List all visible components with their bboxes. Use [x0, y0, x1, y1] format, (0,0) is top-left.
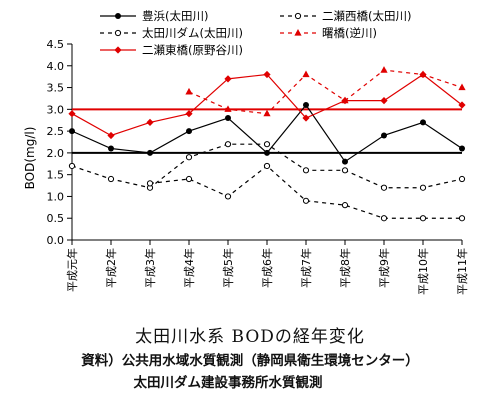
legend-marker	[114, 46, 122, 54]
data-point	[108, 145, 114, 152]
data-point	[302, 167, 310, 174]
y-tick-label: 3.5	[47, 82, 65, 95]
data-point	[341, 167, 349, 174]
data-point	[224, 105, 232, 112]
legend-label: 太田川ダム(太田川)	[142, 26, 243, 40]
data-point	[302, 114, 310, 122]
data-point	[302, 197, 310, 204]
data-point	[458, 101, 466, 109]
y-tick-label: 0.0	[47, 234, 65, 247]
data-point	[419, 215, 427, 222]
data-point	[419, 184, 427, 191]
data-point	[380, 184, 388, 191]
legend-marker	[115, 13, 121, 19]
data-point	[263, 162, 271, 170]
x-tick-label: 平成元年	[65, 248, 79, 292]
data-point	[185, 154, 193, 161]
data-point	[107, 175, 115, 183]
legend-label: 曙橋(逆川)	[322, 26, 377, 40]
data-point	[68, 162, 76, 170]
data-point	[185, 87, 193, 95]
x-tick-label: 平成9年	[377, 248, 391, 288]
series-1	[68, 141, 466, 191]
y-tick-label: 4.5	[47, 38, 65, 51]
data-point	[68, 110, 76, 118]
data-point	[263, 70, 271, 79]
legend-item: 豊浜(太田川)	[100, 9, 208, 23]
chart-series	[68, 66, 466, 222]
legend-label: 豊浜(太田川)	[142, 9, 208, 23]
source-note-2: 太田川ダム建設事務所水質観測	[133, 375, 323, 391]
data-point	[185, 175, 193, 183]
series-2	[146, 162, 466, 222]
data-point	[380, 97, 388, 105]
legend-item: 二瀬東橋(原野谷川)	[100, 43, 243, 57]
data-point	[69, 128, 75, 135]
chart-axes: 0.0 0.5 1.0 1.5 2.0 2.5 3.0 3.5 4.0 4.5 平成元年 平成2年 平成…	[47, 38, 470, 295]
data-point	[342, 158, 348, 165]
y-tick-label: 2.5	[47, 125, 65, 138]
y-tick-label: 2.0	[47, 147, 65, 160]
data-point	[224, 75, 232, 83]
data-point	[302, 70, 310, 78]
x-tick-label: 平成4年	[182, 248, 196, 288]
data-point	[264, 149, 270, 156]
y-tick-label: 0.5	[47, 212, 65, 225]
data-point	[186, 128, 192, 135]
x-tick-label: 平成6年	[260, 248, 274, 288]
y-tick-label: 1.5	[47, 169, 65, 182]
x-tick-label: 平成5年	[221, 248, 235, 288]
data-point	[147, 149, 153, 156]
x-tick-label: 平成8年	[338, 248, 352, 288]
data-point	[341, 202, 349, 209]
data-point	[303, 101, 309, 108]
data-point	[380, 66, 388, 73]
series-0	[69, 101, 465, 165]
legend-item: 太田川ダム(太田川)	[100, 26, 243, 40]
x-tick-label: 平成7年	[299, 248, 313, 288]
x-tick-label: 平成10年	[416, 248, 430, 295]
series-line	[188, 69, 463, 115]
data-point	[263, 109, 271, 117]
legend-label: 二瀬東橋(原野谷川)	[142, 43, 243, 57]
data-point	[459, 145, 465, 152]
legend-marker	[294, 29, 302, 36]
legend-label: 二瀬西橋(太田川)	[322, 9, 411, 23]
data-point	[381, 132, 387, 139]
data-point	[419, 70, 427, 79]
data-point	[341, 97, 349, 105]
series-line	[71, 73, 463, 137]
series-line	[149, 165, 462, 219]
y-tick-label: 1.0	[47, 190, 65, 203]
data-point	[263, 141, 271, 148]
legend-item: 二瀬西橋(太田川)	[280, 9, 411, 23]
data-point	[185, 110, 193, 118]
data-point	[458, 215, 466, 222]
y-tick-label: 3.0	[47, 103, 65, 116]
data-point	[458, 175, 466, 183]
x-tick-label: 平成2年	[104, 248, 118, 288]
data-point	[225, 115, 231, 122]
bod-line-chart: 0.0 0.5 1.0 1.5 2.0 2.5 3.0 3.5 4.0 4.5 平成元年 平成2年 平成…	[23, 9, 470, 295]
legend-item: 曙橋(逆川)	[280, 26, 377, 40]
source-note-1: 資料）公共用水域水質観測（静岡県衛生環境センター）	[81, 353, 419, 369]
data-point	[107, 131, 115, 140]
data-point	[224, 193, 232, 200]
x-tick-label: 平成11年	[455, 248, 469, 295]
data-point	[146, 180, 154, 187]
y-tick-label: 4.0	[47, 60, 65, 73]
data-point	[146, 118, 154, 126]
x-tick-label: 平成3年	[143, 248, 157, 288]
data-point	[458, 83, 466, 91]
data-point	[420, 119, 426, 126]
series-4	[68, 70, 466, 140]
chart-legend: 豊浜(太田川) 二瀬西橋(太田川) 太田川ダム(太田川) 曙橋(逆川) 二瀬東橋(原野谷…	[100, 9, 411, 57]
y-axis-label: BOD(mg/l)	[23, 127, 37, 190]
legend-marker	[294, 12, 302, 20]
chart-title: 太田川水系 BODの経年変化	[135, 327, 365, 347]
data-point	[380, 215, 388, 222]
legend-marker	[114, 29, 122, 37]
data-point	[224, 141, 232, 148]
